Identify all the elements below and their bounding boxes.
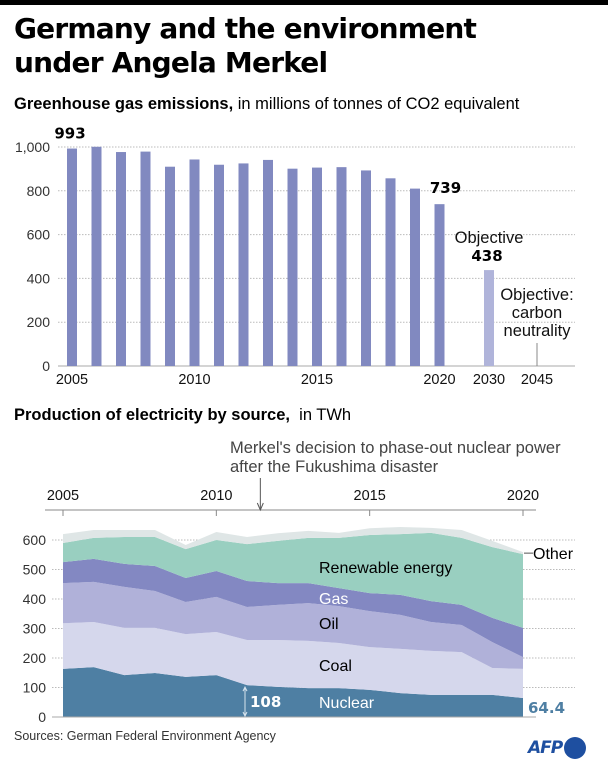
area-oil — [63, 581, 523, 669]
bar-2012 — [238, 163, 249, 366]
bar-2030 — [484, 270, 494, 366]
bar-2011 — [214, 164, 224, 366]
x-tick-label: 2010 — [178, 372, 210, 388]
data-label-2030: 438 — [471, 247, 502, 265]
area-coal — [63, 622, 523, 699]
afp-logo-text: AFP — [528, 738, 563, 758]
marker-arrow-up-icon — [242, 686, 248, 692]
data-label-2005: 993 — [54, 125, 85, 143]
bar-2016 — [336, 167, 347, 366]
bar-2020 — [434, 204, 445, 366]
afp-logo-dot-icon — [564, 737, 587, 759]
emissions-subtitle-rest: in millions of tonnes of CO2 equivalent — [233, 95, 520, 113]
x-tick-label: 2045 — [521, 372, 553, 388]
electricity-subtitle-bold: Production of electricity by source, — [14, 406, 290, 424]
title-line-2: under Angela Merkel — [14, 46, 328, 79]
bar-2018 — [385, 178, 396, 366]
bar-2009 — [165, 166, 175, 366]
series-label-renewable-energy: Renewable energy — [319, 560, 452, 577]
y-tick-label: 500 — [23, 562, 47, 578]
y-tick-label: 200 — [27, 314, 51, 330]
data-label-nuclear-2011: 108 — [250, 693, 281, 711]
annotation-objective-2045: neutrality — [504, 322, 572, 340]
y-tick-label: 0 — [42, 358, 50, 374]
top-rule — [0, 0, 608, 5]
y-tick-label: 400 — [23, 591, 47, 607]
series-label-gas: Gas — [319, 591, 348, 608]
series-label-nuclear: Nuclear — [319, 695, 375, 712]
timeline-label: 2020 — [507, 488, 539, 504]
area-nuclear — [63, 667, 523, 717]
annotation-objective-2030: Objective — [455, 229, 524, 247]
bar-2015 — [312, 167, 322, 366]
bar-2019 — [410, 188, 420, 366]
page-title: Germany and the environment under Angela… — [14, 12, 477, 80]
y-tick-label: 200 — [23, 650, 47, 666]
y-tick-label: 600 — [27, 227, 51, 243]
y-tick-label: 100 — [23, 680, 47, 696]
series-label-other: Other — [533, 546, 574, 563]
emissions-subtitle: Greenhouse gas emissions, in millions of… — [14, 95, 519, 114]
emissions-subtitle-bold: Greenhouse gas emissions, — [14, 95, 234, 113]
annotation-arrow-head-icon — [256, 502, 264, 512]
y-tick-label: 800 — [27, 183, 51, 199]
timeline-label: 2015 — [354, 488, 386, 504]
bar-2013 — [263, 159, 273, 366]
y-tick-label: 600 — [23, 532, 47, 548]
fukushima-annotation: after the Fukushima disaster — [230, 458, 439, 476]
title-line-1: Germany and the environment — [14, 12, 477, 45]
area-renewable-energy — [63, 532, 523, 628]
bar-2014 — [287, 168, 298, 366]
y-tick-label: 300 — [23, 621, 47, 637]
area-other — [63, 527, 523, 555]
emissions-bar-chart: 0 200 400 600 800 1,000 2005 2010 2015 2020 2030 20… — [15, 125, 575, 388]
y-tick-label: 0 — [38, 709, 46, 725]
fukushima-annotation: Merkel's decision to phase-out nuclear p… — [230, 439, 561, 457]
bar-2017 — [361, 170, 371, 366]
x-tick-label: 2020 — [423, 372, 455, 388]
area-gas — [63, 558, 523, 658]
bar-2008 — [140, 151, 151, 366]
electricity-subtitle: Production of electricity by source, in … — [14, 406, 351, 425]
electricity-subtitle-rest: in TWh — [289, 406, 352, 424]
annotation-objective-2045: Objective: — [500, 286, 573, 304]
source-note: Sources: German Federal Environment Agen… — [14, 729, 276, 743]
bar-2010 — [189, 159, 200, 366]
bar-2006 — [91, 146, 102, 366]
y-tick-label: 1,000 — [15, 139, 50, 155]
marker-arrow-down-icon — [242, 711, 248, 718]
afp-logo: AFP — [528, 736, 587, 760]
bar-2005 — [67, 148, 77, 366]
data-label-nuclear-2020: 64.4 — [528, 699, 565, 717]
bar-2007 — [116, 152, 126, 366]
x-tick-label: 2005 — [56, 372, 88, 388]
data-label-2020: 739 — [430, 179, 461, 197]
x-tick-label: 2030 — [473, 372, 505, 388]
y-tick-label: 400 — [27, 270, 51, 286]
series-label-oil: Oil — [319, 616, 339, 633]
series-label-coal: Coal — [319, 658, 352, 675]
timeline-label: 2010 — [200, 488, 232, 504]
x-tick-label: 2015 — [301, 372, 333, 388]
annotation-objective-2045: carbon — [512, 304, 562, 322]
timeline-label: 2005 — [47, 488, 79, 504]
